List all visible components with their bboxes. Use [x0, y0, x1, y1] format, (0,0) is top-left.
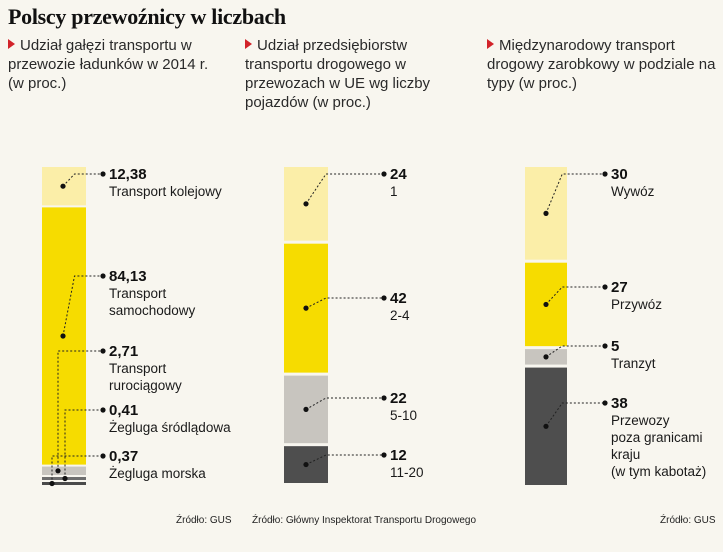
chart-1-label-dot-5	[100, 453, 106, 459]
chart-3-label-dot-1	[602, 171, 608, 177]
chart-1-category-label-2-2: samochodowy	[109, 303, 196, 318]
chart-3-category-label-3-1: Tranzyt	[611, 356, 656, 371]
chart-3-leader-line-2	[545, 286, 605, 305]
chart-2-marker-dot-4	[303, 461, 309, 468]
chart-2-category-label-2-1: 2-4	[390, 308, 410, 323]
chart-1-marker-dot-3	[55, 468, 61, 474]
chart-2-leader-line-3	[305, 397, 384, 410]
chart-2-label-dot-2	[381, 295, 387, 301]
chart-1-leader-line-5	[51, 455, 103, 484]
chart-1-label-dot-2	[100, 273, 106, 279]
chart-3-category-label-4-4: (w tym kabotaż)	[611, 464, 706, 479]
chart-1-leader-line-4	[64, 409, 103, 479]
chart-3-category-label-4-1: Przewozy	[611, 413, 670, 428]
chart-1-category-label-4-1: Żegluga śródlądowa	[109, 420, 231, 435]
page-title: Polscy przewoźnicy w liczbach	[8, 4, 286, 29]
chart-3-label-dot-3	[602, 343, 608, 349]
chart-3-value-label-1: 30	[611, 166, 628, 183]
chart-3-leader-line-3	[545, 345, 605, 358]
chart-1-marker-dot-5	[49, 480, 55, 487]
chart-2-marker-dot-3	[303, 406, 309, 412]
chart-2-category-label-4-1: 11-20	[390, 465, 424, 480]
chart-1-segment-5	[42, 482, 86, 485]
panel-2-subtitle: Udział przedsiębiorstw transportu drogow…	[245, 37, 431, 111]
chart-3-category-label-4-2: poza granicami	[611, 430, 703, 445]
chart-2-category-label-3-1: 5-10	[390, 408, 417, 423]
chart-1-leader-line-3	[57, 350, 103, 471]
red-triangle-icon	[245, 39, 252, 49]
chart-1-segment-3	[42, 466, 86, 475]
chart-3-label-dot-2	[602, 284, 608, 290]
panel-2-source: Źródło: Główny Inspektorat Transportu Dr…	[252, 515, 476, 526]
chart-1-value-label-2: 84,13	[109, 268, 147, 285]
chart-2-marker-dot-2	[303, 305, 309, 311]
chart-1-category-label-2-1: Transport	[109, 286, 167, 301]
chart-2-leader-line-4	[305, 454, 384, 466]
chart-3-category-label-1-1: Wywóz	[611, 184, 655, 199]
chart-2-leader-line-2	[305, 297, 384, 309]
chart-1-category-label-5-1: Żegluga morska	[109, 466, 206, 481]
chart-1-label-dot-1	[100, 171, 106, 177]
panel-3-subtitle: Międzynarodowy transport drogowy zarobko…	[487, 37, 716, 92]
chart-1-leader-line-1	[62, 173, 103, 187]
chart-3-marker-dot-4	[543, 423, 549, 429]
chart-2-value-label-1: 24	[390, 166, 407, 183]
chart-1-category-label-3-1: Transport	[109, 361, 167, 376]
panel-1-subtitle: Udział gałęzi transportu w przewozie ład…	[8, 37, 209, 92]
chart-1-marker-dot-1	[60, 183, 66, 189]
red-triangle-icon	[487, 39, 494, 49]
chart-2-value-label-4: 12	[390, 447, 407, 464]
chart-1-label-dot-3	[100, 348, 106, 354]
chart-1-marker-dot-2	[60, 333, 66, 339]
panel-1-source: Źródło: GUS	[176, 515, 232, 526]
chart-3-marker-dot-1	[543, 210, 549, 216]
chart-3-value-label-2: 27	[611, 279, 628, 296]
chart-3-category-label-4-3: kraju	[611, 447, 640, 462]
chart-1-leader-line-2	[62, 275, 103, 337]
chart-1-category-label-1-1: Transport kolejowy	[109, 184, 222, 199]
chart-1-value-label-3: 2,71	[109, 343, 138, 360]
chart-3-value-label-4: 38	[611, 395, 628, 412]
chart-1-value-label-5: 0,37	[109, 448, 138, 465]
chart-2-category-label-1-1: 1	[390, 184, 398, 199]
chart-1-category-label-3-2: rurociągowy	[109, 378, 182, 393]
chart-1-value-label-4: 0,41	[109, 402, 138, 419]
chart-2-label-dot-1	[381, 171, 387, 177]
chart-1-value-label-1: 12,38	[109, 166, 147, 183]
chart-2-label-dot-3	[381, 395, 387, 401]
chart-3-value-label-3: 5	[611, 338, 619, 355]
chart-2-marker-dot-1	[303, 201, 309, 207]
chart-3-category-label-2-1: Przywóz	[611, 297, 662, 312]
chart-1-label-dot-4	[100, 407, 106, 413]
chart-3-leader-line-4	[545, 402, 605, 427]
panel-3-source: Źródło: GUS	[660, 515, 716, 526]
chart-1-marker-dot-4	[62, 475, 68, 482]
chart-2-value-label-2: 42	[390, 290, 407, 307]
red-triangle-icon	[8, 39, 15, 49]
chart-3-marker-dot-3	[543, 354, 549, 360]
chart-2-label-dot-4	[381, 452, 387, 458]
chart-3-marker-dot-2	[543, 301, 549, 308]
chart-3-label-dot-4	[602, 400, 608, 406]
chart-2-value-label-3: 22	[390, 390, 407, 407]
